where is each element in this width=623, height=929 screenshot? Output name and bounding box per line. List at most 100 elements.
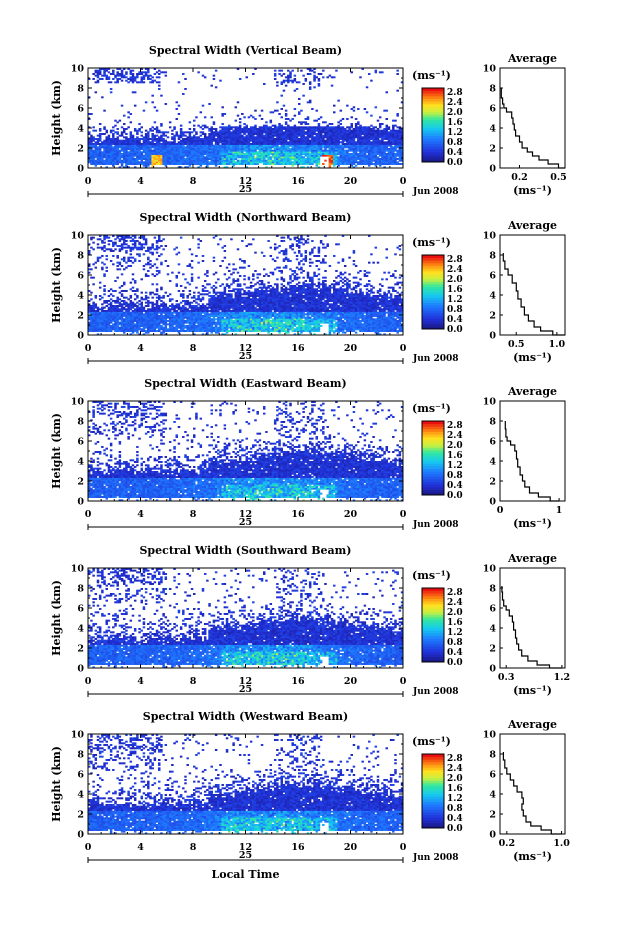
date-label: Jun 2008 [412,187,459,197]
colorbar-tick-label: 0.0 [447,491,463,501]
colorbar-frame [421,587,445,663]
colorbar-tick-label: 1.2 [447,128,463,138]
x-tick-label: 0 [85,842,92,853]
average-y-tick-label: 0 [489,830,496,841]
average-x-tick-label: 1.2 [554,672,571,683]
colorbar-tick-label: 2.4 [447,265,463,275]
colorbar [422,588,444,663]
colorbar-tick-label: 2.4 [447,764,463,774]
colorbar-tick-label: 0.8 [447,804,463,814]
colorbar-tick-label: 2.0 [447,608,463,618]
average-y-tick-label: 0 [489,497,496,508]
panel-title: Spectral Width (Westward Beam) [143,710,348,723]
average-x-tick-label: 0.5 [508,339,525,350]
panel-3: Spectral Width (Southward Beam) 0 2 4 6 8 10 He… [50,544,570,697]
average-y-tick-label: 6 [489,271,496,282]
x-tick-label: 8 [190,343,197,354]
colorbar-tick-label: 2.8 [447,255,463,265]
colorbar-tick-label: 0.0 [447,824,463,834]
x-tick-label: 12 [239,509,252,520]
x-tick-label: 16 [291,676,305,687]
x-tick-label: 0 [85,176,92,187]
y-tick-label: 0 [77,331,84,342]
colorbar-units: (ms⁻¹) [412,402,451,415]
average-y-tick-label: 2 [489,644,496,655]
colorbar-tick-label: 1.2 [447,628,463,638]
average-title: Average [507,552,557,565]
average-y-tick-label: 0 [489,164,496,175]
day-label: 25 [239,684,252,695]
x-tick-label: 4 [137,842,144,853]
colorbar-tick-label: 0.8 [447,305,463,315]
x-tick-label: 4 [137,676,144,687]
average-y-tick-label: 10 [483,564,497,575]
average-y-tick-label: 6 [489,437,496,448]
average-y-tick-label: 8 [489,84,496,95]
y-tick-label: 6 [77,437,84,448]
colorbar [422,421,444,496]
colorbar-tick-label: 2.4 [447,98,463,108]
x-tick-label: 16 [291,343,305,354]
x-tick-label: 16 [291,176,305,187]
average-y-tick-label: 10 [483,397,497,408]
y-tick-label: 2 [77,144,84,155]
colorbar-tick-label: 0.4 [447,315,463,325]
y-tick-label: 0 [77,830,84,841]
x-tick-label: 20 [344,842,358,853]
heatmap-cells [88,68,404,169]
y-tick-label: 2 [77,810,84,821]
colorbar [422,88,444,163]
x-tick-label: 0 [85,509,92,520]
colorbar-tick-label: 2.4 [447,598,463,608]
y-axis-label: Height (km) [50,80,63,156]
colorbar-tick-label: 0.8 [447,138,463,148]
y-tick-label: 0 [77,664,84,675]
panel-title: Spectral Width (Northward Beam) [140,211,352,224]
x-tick-label: 0 [400,676,407,687]
y-axis-label: Height (km) [50,247,63,323]
y-tick-label: 10 [71,397,85,408]
y-tick-label: 2 [77,644,84,655]
y-tick-label: 10 [71,64,85,75]
y-axis-label: Height (km) [50,413,63,489]
y-tick-label: 4 [77,624,84,635]
average-y-tick-label: 4 [489,624,496,635]
colorbar-tick-label: 1.6 [447,618,463,628]
x-tick-label: 0 [400,176,407,187]
colorbar-units: (ms⁻¹) [412,69,451,82]
average-x-tick-label: 1 [556,505,563,516]
average-frame [499,567,566,669]
average-profile-line [502,253,565,336]
y-tick-label: 10 [71,730,85,741]
colorbar-tick-label: 0.4 [447,148,463,158]
average-x-label: (ms⁻¹) [513,850,552,863]
average-y-tick-label: 10 [483,730,497,741]
colorbar-tick-label: 0.0 [447,158,463,168]
average-y-tick-label: 4 [489,457,496,468]
x-tick-label: 0 [400,842,407,853]
heatmap-cells [88,235,404,336]
colorbar-tick-label: 2.8 [447,421,463,431]
date-label: Jun 2008 [412,354,459,364]
x-tick-label: 16 [291,509,305,520]
heatmap-cells [88,401,404,502]
x-tick-label: 20 [344,176,358,187]
average-profile-line [502,752,562,835]
y-tick-label: 2 [77,311,84,322]
average-x-tick-label: 0.2 [499,838,516,849]
x-tick-label: 12 [239,842,252,853]
average-frame [499,67,566,169]
colorbar-tick-label: 0.0 [447,658,463,668]
average-x-tick-label: 0.3 [498,672,515,683]
colorbar-tick-label: 2.8 [447,754,463,764]
y-tick-label: 4 [77,291,84,302]
average-frame [499,400,566,502]
y-tick-label: 8 [77,251,84,262]
average-y-tick-label: 8 [489,750,496,761]
colorbar-tick-label: 0.8 [447,471,463,481]
colorbar-tick-label: 1.6 [447,118,463,128]
date-label: Jun 2008 [412,687,459,697]
colorbar-tick-label: 2.0 [447,108,463,118]
average-x-tick-label: 1.0 [553,838,570,849]
